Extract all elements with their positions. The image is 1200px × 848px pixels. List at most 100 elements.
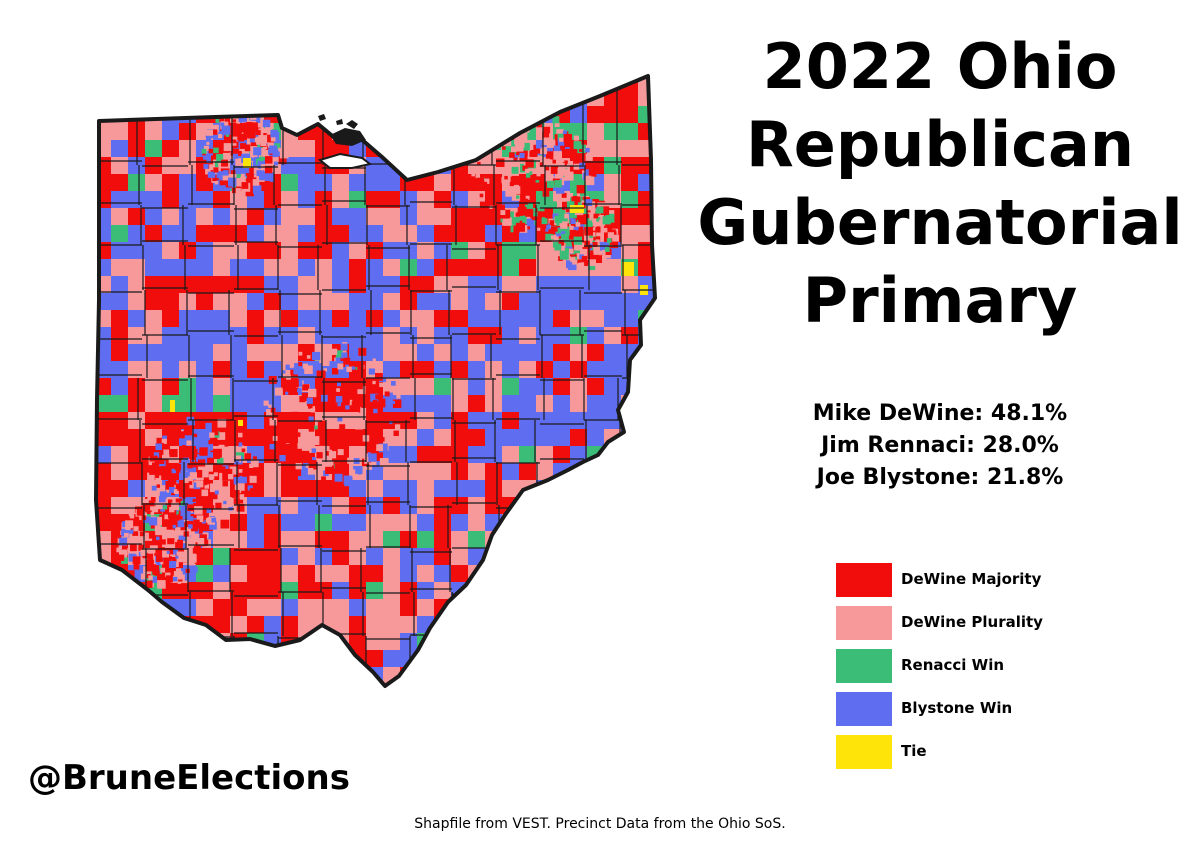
precinct-cell (244, 453, 252, 460)
precinct-cell (468, 514, 485, 531)
precinct-cell (235, 494, 245, 503)
precinct-cell (568, 235, 574, 240)
precinct-cell (165, 572, 170, 577)
precinct-cell (269, 443, 276, 450)
precinct-cell (213, 76, 230, 89)
precinct-cell (372, 380, 376, 385)
precinct-cell (128, 633, 145, 650)
precinct-cell (355, 421, 363, 430)
precinct-cell (250, 468, 259, 476)
precinct-cell (128, 667, 145, 684)
tie-precinct (570, 205, 584, 213)
precinct-cell (177, 552, 183, 558)
precinct-cell (214, 490, 219, 495)
precinct-cell (520, 132, 528, 141)
precinct-cell (214, 181, 219, 185)
precinct-cell (519, 582, 553, 599)
precinct-cell (655, 565, 672, 582)
precinct-cell (570, 667, 587, 684)
precinct-cell (587, 599, 604, 616)
precinct-cell (275, 448, 280, 453)
precinct-cell (247, 684, 264, 686)
precinct-cell (501, 127, 506, 131)
precinct-cell (231, 141, 237, 146)
lake-island (336, 119, 343, 125)
precinct-cell (147, 472, 155, 481)
precinct-cell (179, 574, 189, 584)
precinct-cell (111, 327, 128, 344)
precinct-cell (545, 228, 549, 232)
precinct-cell (486, 141, 491, 146)
precinct-cell (638, 497, 655, 514)
precinct-cell (485, 76, 502, 89)
precinct-cell (562, 162, 567, 167)
precinct-cell (536, 76, 553, 106)
precinct-cell (254, 137, 260, 143)
precinct-cell (162, 174, 179, 191)
tie-precinct (243, 158, 251, 168)
precinct-cell (598, 255, 607, 264)
precinct-cell (213, 650, 230, 667)
precinct-cell (213, 378, 230, 395)
precinct-cell (400, 395, 417, 412)
precinct-cell (638, 429, 655, 446)
precinct-cell (128, 242, 145, 259)
precinct-cell (298, 259, 315, 276)
precinct-cell (366, 174, 383, 191)
precinct-cell (602, 216, 611, 225)
precinct-cell (237, 483, 245, 491)
precinct-cell (451, 429, 468, 446)
precinct-cell (655, 633, 672, 650)
precinct-cell (553, 531, 570, 548)
precinct-cell (133, 526, 139, 532)
precinct-cell (483, 138, 492, 147)
precinct-cell (96, 76, 111, 106)
precinct-cell (213, 276, 230, 293)
precinct-cell (233, 153, 239, 159)
precinct-cell (562, 201, 571, 210)
precinct-cell (213, 191, 230, 208)
precinct-cell (236, 184, 244, 192)
precinct-cell (291, 379, 299, 388)
precinct-cell (400, 531, 417, 548)
precinct-cell (558, 239, 565, 246)
legend-swatch (836, 563, 892, 597)
precinct-cell (128, 259, 145, 276)
precinct-cell (260, 153, 268, 161)
precinct-cell (332, 293, 349, 310)
precinct-cell (145, 344, 162, 361)
precinct-cell (261, 149, 268, 157)
precinct-cell (468, 412, 485, 429)
candidate-name: Joe Blystone (816, 465, 971, 490)
precinct-cell (247, 582, 264, 599)
precinct-cell (196, 527, 203, 534)
precinct-cell (553, 227, 558, 232)
precinct-cell (156, 502, 163, 510)
precinct-cell (374, 460, 384, 470)
precinct-cell (400, 684, 434, 686)
precinct-cell (187, 467, 197, 477)
precinct-cell (145, 616, 162, 633)
precinct-cell (417, 497, 434, 514)
precinct-cell (492, 200, 499, 207)
precinct-cell (272, 152, 277, 157)
precinct-cell (199, 447, 208, 456)
precinct-cell (173, 549, 179, 555)
precinct-cell (278, 147, 282, 152)
precinct-cell (297, 443, 304, 449)
precinct-cell (268, 399, 274, 405)
precinct-cell (213, 684, 230, 686)
precinct-cell (562, 130, 567, 135)
precinct-cell (145, 580, 153, 588)
precinct-cell (228, 474, 234, 480)
precinct-cell (355, 466, 363, 474)
precinct-cell (655, 548, 672, 565)
precinct-cell (542, 132, 550, 140)
precinct-cell (167, 537, 175, 545)
precinct-cell (160, 507, 165, 512)
legend-item-tie: Tie (836, 735, 1136, 778)
precinct-cell (230, 76, 247, 89)
precinct-cell (279, 455, 286, 462)
precinct-cell (451, 89, 468, 123)
precinct-cell (260, 158, 266, 165)
